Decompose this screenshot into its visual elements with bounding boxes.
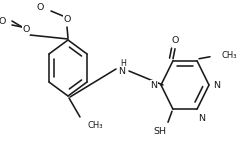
Text: O: O (171, 36, 179, 45)
Text: CH₃: CH₃ (221, 51, 236, 60)
Text: N: N (198, 114, 205, 123)
Text: SH: SH (154, 127, 167, 136)
Text: N: N (150, 80, 157, 90)
Text: H: H (120, 58, 126, 68)
Text: O: O (22, 25, 30, 35)
Text: O: O (63, 16, 71, 24)
Text: N: N (119, 68, 126, 76)
Text: O: O (0, 17, 7, 25)
Text: N: N (214, 80, 221, 90)
Text: O: O (22, 25, 30, 35)
Text: CH₃: CH₃ (88, 121, 103, 129)
Text: O: O (22, 25, 30, 35)
Text: O: O (37, 3, 44, 13)
Text: O: O (0, 18, 6, 26)
